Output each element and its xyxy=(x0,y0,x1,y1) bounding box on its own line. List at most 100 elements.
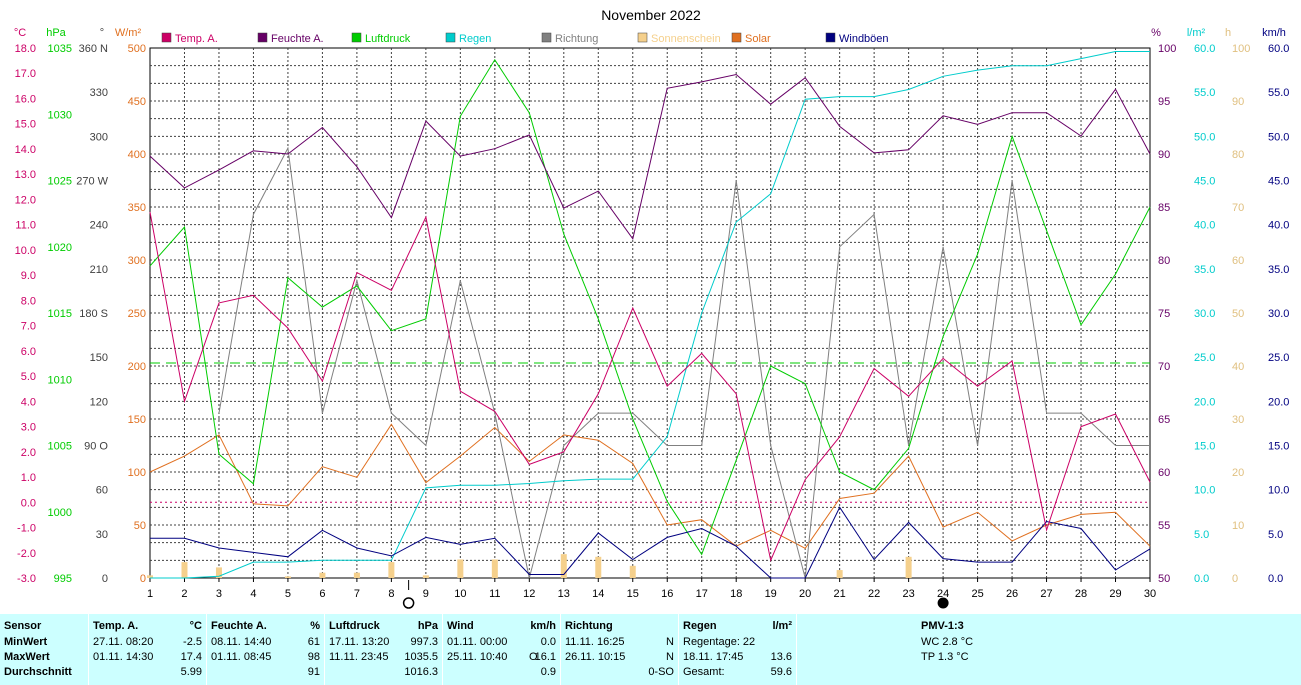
wind-tick-label: 20.0 xyxy=(1268,396,1289,408)
direction-tick-label: 120 xyxy=(90,396,108,408)
series-line-richtung xyxy=(218,146,1150,579)
sunshine-tick-label: 90 xyxy=(1232,96,1244,108)
temp-tick-label: -1.0 xyxy=(17,523,36,535)
pressure-tick-label: 1030 xyxy=(48,109,72,121)
solar-tick-label: 100 xyxy=(128,467,146,479)
rain-tick-label: 25.0 xyxy=(1194,352,1215,364)
x-tick-label: 12 xyxy=(523,588,535,600)
sunshine-axis-unit: h xyxy=(1225,27,1231,39)
series-line-windb-en xyxy=(150,506,1151,579)
x-tick-label: 7 xyxy=(354,588,360,600)
direction-tick-label: 90 O xyxy=(84,441,108,453)
direction-tick-label: 0 xyxy=(102,573,108,585)
temp-tick-label: 7.0 xyxy=(21,321,36,333)
legend-swatch xyxy=(731,32,742,43)
temp-tick-label: 13.0 xyxy=(15,169,36,181)
humidity-tick-label: 65 xyxy=(1158,414,1170,426)
wind-axis-unit: km/h xyxy=(1262,27,1286,39)
sunshine-tick-label: 60 xyxy=(1232,255,1244,267)
legend-label: Luftdruck xyxy=(365,33,411,45)
direction-tick-label: 150 xyxy=(90,352,108,364)
solar-axis-unit: W/m² xyxy=(115,27,142,39)
direction-tick-label: 180 S xyxy=(79,308,108,320)
chart-background xyxy=(0,0,1301,614)
legend-swatch xyxy=(445,32,456,43)
summary-temp-unit: °C xyxy=(189,620,202,632)
wind-tick-label: 60.0 xyxy=(1268,43,1289,55)
x-tick-label: 8 xyxy=(388,588,394,600)
x-tick-label: 23 xyxy=(902,588,914,600)
humidity-tick-label: 75 xyxy=(1158,308,1170,320)
x-tick-label: 19 xyxy=(765,588,777,600)
x-tick-label: 15 xyxy=(627,588,639,600)
summary-wind-title: Wind xyxy=(447,620,474,632)
solar-tick-label: 200 xyxy=(128,361,146,373)
summary-rain-max-time: 18.11. 17:45 xyxy=(683,651,744,663)
wind-tick-label: 15.0 xyxy=(1268,441,1289,453)
summary-sensor-column: Sensor MinWert MaxWert Durchschnitt xyxy=(0,614,88,685)
grid xyxy=(149,47,1151,579)
rain-tick-label: 45.0 xyxy=(1194,176,1215,188)
summary-rain-unit: l/m² xyxy=(772,620,792,632)
summary-pressure-max: 1035.5 xyxy=(404,651,438,663)
sunshine-tick-label: 70 xyxy=(1232,202,1244,214)
x-tick-label: 10 xyxy=(454,588,466,600)
direction-tick-label: 210 xyxy=(90,264,108,276)
sunshine-bar xyxy=(215,567,222,578)
temp-axis-unit: °C xyxy=(14,27,26,39)
humidity-tick-label: 80 xyxy=(1158,255,1170,267)
direction-tick-label: 330 xyxy=(90,87,108,99)
summary-wind-unit: km/h xyxy=(530,620,556,632)
wind-tick-label: 45.0 xyxy=(1268,176,1289,188)
temp-tick-label: 16.0 xyxy=(15,93,36,105)
summary-pressure-min: 997.3 xyxy=(410,636,438,648)
summary-humidity-min-time: 08.11. 14:40 xyxy=(211,636,272,648)
temp-tick-label: 10.0 xyxy=(15,245,36,257)
x-tick-label: 4 xyxy=(250,588,256,600)
direction-tick-label: 60 xyxy=(96,485,108,497)
sunshine-bar xyxy=(457,559,464,578)
sunshine-tick-label: 50 xyxy=(1232,308,1244,320)
summary-humidity-title: Feuchte A. xyxy=(211,620,267,632)
humidity-tick-label: 90 xyxy=(1158,149,1170,161)
temp-tick-label: 5.0 xyxy=(21,371,36,383)
wind-tick-label: 10.0 xyxy=(1268,485,1289,497)
summary-pmv-tp: TP 1.3 °C xyxy=(921,651,969,663)
direction-axis-unit: ° xyxy=(100,27,104,39)
legend-swatch xyxy=(541,32,552,43)
legend-label: Feuchte A. xyxy=(271,33,324,45)
summary-row-label-avg: Durchschnitt xyxy=(4,666,72,678)
pressure-tick-label: 1020 xyxy=(48,242,72,254)
solar-tick-label: 0 xyxy=(140,573,146,585)
summary-humidity-min: 61 xyxy=(307,636,320,648)
pressure-tick-label: 1010 xyxy=(48,374,72,386)
x-tick-label: 14 xyxy=(592,588,604,600)
summary-direction-title: Richtung xyxy=(565,620,613,632)
summary-humidity-avg: 91 xyxy=(307,666,320,678)
legend-swatch xyxy=(257,32,268,43)
series xyxy=(147,51,1151,609)
summary-wind-max-time: 25.11. 10:40 xyxy=(447,651,508,663)
rain-tick-label: 0.0 xyxy=(1194,573,1209,585)
legend-swatch xyxy=(825,32,836,43)
legend: Temp. A. Feuchte A. Luftdruck Regen Richtung… xyxy=(161,32,889,45)
series-line-solar xyxy=(149,423,1151,549)
chart-title: November 2022 xyxy=(601,7,701,23)
humidity-axis-unit: % xyxy=(1151,27,1161,39)
temp-tick-label: 4.0 xyxy=(21,396,36,408)
rain-tick-label: 40.0 xyxy=(1194,220,1215,232)
x-tick-label: 24 xyxy=(937,588,949,600)
axes: 18.017.016.015.014.013.012.011.010.09.08… xyxy=(14,27,1290,600)
humidity-tick-label: 55 xyxy=(1158,520,1170,532)
solar-tick-label: 500 xyxy=(128,43,146,55)
sunshine-tick-label: 0 xyxy=(1232,573,1238,585)
sunshine-bar xyxy=(422,575,429,578)
summary-wind-max: 16.1 xyxy=(534,651,556,663)
summary-rain-days: Regentage: 22 xyxy=(683,636,756,648)
rain-tick-label: 5.0 xyxy=(1194,529,1209,541)
direction-tick-label: 360 N xyxy=(79,43,108,55)
summary-direction-avg: 0-SO xyxy=(648,666,674,678)
series-line-luftdruck xyxy=(149,58,1151,556)
summary-pressure-unit: hPa xyxy=(417,620,438,632)
legend-label: Temp. A. xyxy=(175,33,218,45)
